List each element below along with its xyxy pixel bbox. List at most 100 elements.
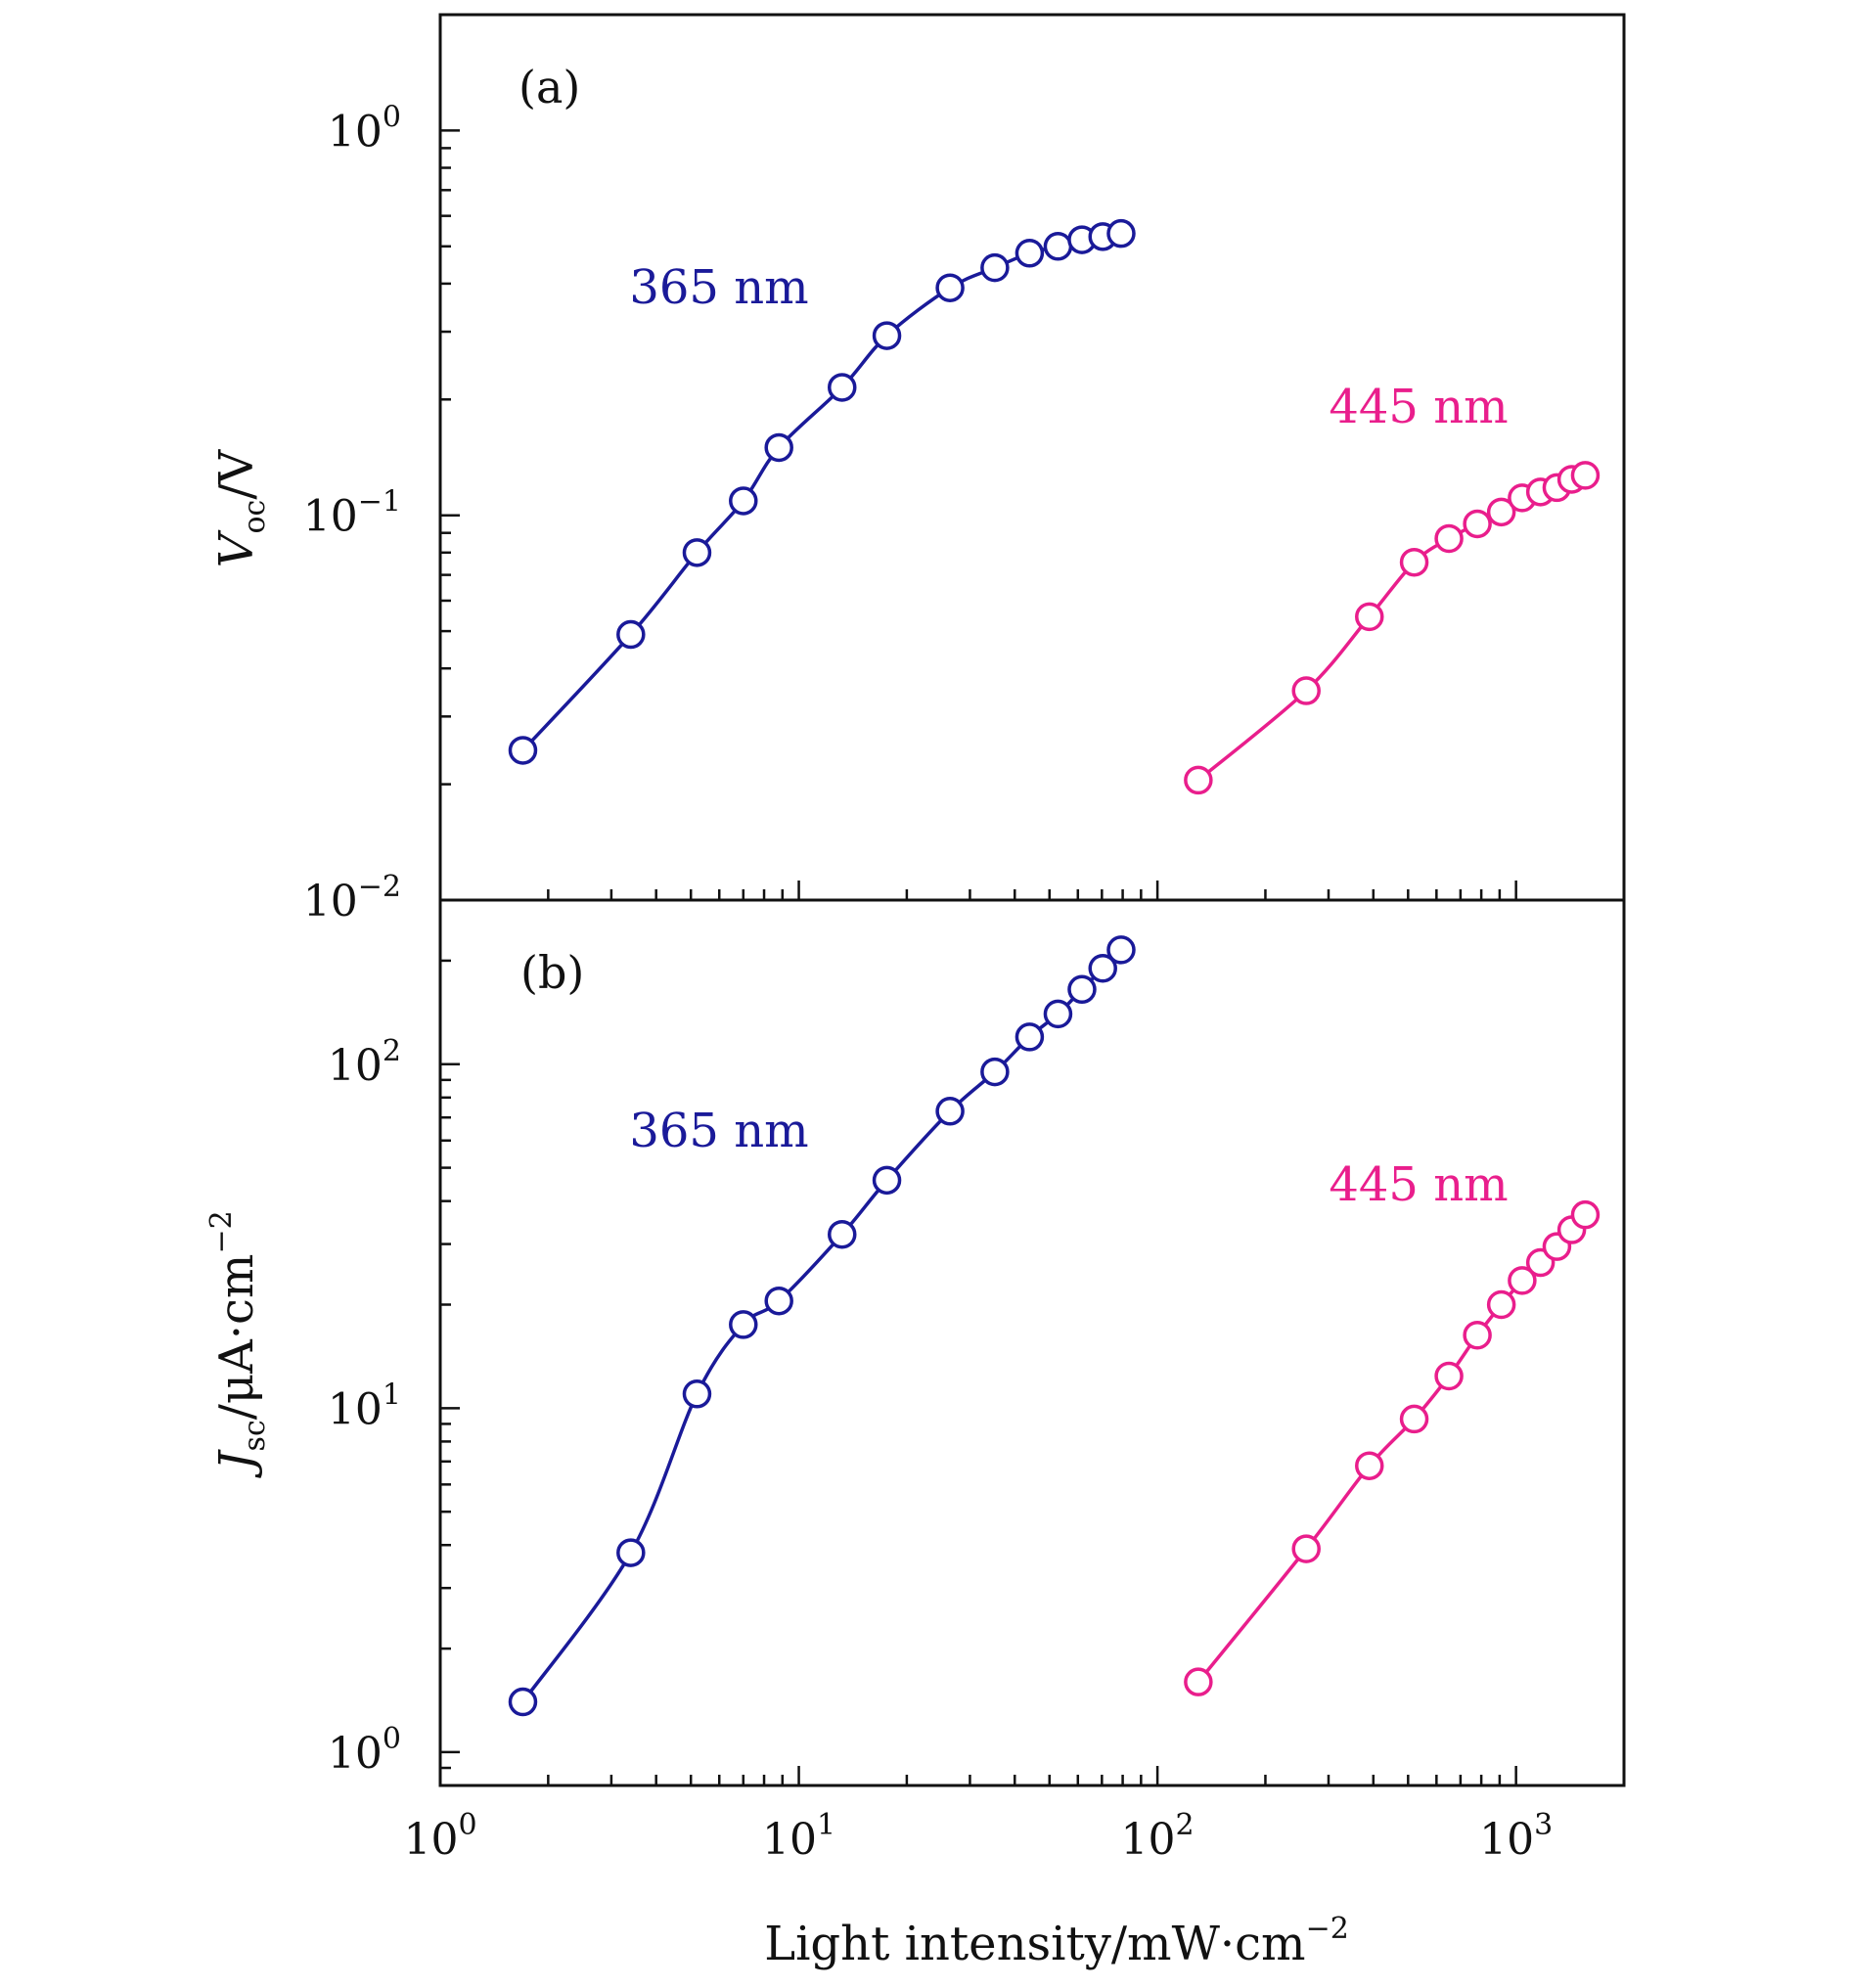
panel-b-series-365-nm-point (729, 1310, 758, 1339)
panel-b-series-365-nm-point (1043, 999, 1073, 1029)
panel-b-series-445-nm-point (1434, 1361, 1464, 1391)
panel-b-y-axis-title: Jsc/μA·cm−2 (204, 1210, 272, 1478)
panel-b-y-axis-title-subscript: sc (238, 1420, 272, 1451)
panel-a-series-365-nm-point (872, 321, 902, 350)
panel-b-series-365-nm-point (980, 1057, 1010, 1087)
panel-a-series-365-nm-point (935, 273, 965, 302)
panel-b-label: (b) (520, 946, 584, 999)
panel-b-series-445-nm-point (1399, 1404, 1429, 1434)
panel-b-x-tick-label-1-exp: 1 (817, 1808, 835, 1842)
panel-b-series-445-nm-point (1570, 1199, 1601, 1230)
panel-a-series-365-nm-point (827, 373, 857, 402)
panel-b-y-tick-label-1-exp: 1 (383, 1378, 401, 1412)
panel-a-series-445-nm-point (1570, 461, 1601, 490)
panel-a-y-tick-label-2-exp: −2 (358, 870, 401, 904)
panel-b-x-tick-label-2: 102 (1121, 1808, 1195, 1865)
panel-a-y-axis-title: Voc/V (209, 448, 272, 567)
panel-b-series-365-nm-point (872, 1165, 902, 1196)
panel-b-series-365-nm-point (682, 1379, 712, 1409)
panel-a-series-445-nm-point (1184, 765, 1213, 795)
panel-b-x-tick-label-2-exp: 2 (1176, 1808, 1195, 1842)
panel-b-series-365-nm-point (616, 1538, 646, 1567)
panel-b-series-445-nm-point (1508, 1266, 1537, 1295)
panel-b-y-tick-label-0: 102 (328, 1034, 401, 1091)
panel-b-y-tick-label-2: 100 (328, 1722, 401, 1779)
panel-b-x-tick-label-1: 101 (762, 1808, 835, 1865)
panel-a-y-axis-title-symbol: V (209, 529, 264, 567)
panel-a-y-tick-label-0-exp: 0 (383, 100, 401, 134)
panel-a-series-365-nm-point (616, 619, 646, 650)
panel-b-x-tick-label-3: 103 (1479, 1808, 1553, 1865)
panel-a-series-445-nm-point (1291, 676, 1321, 705)
panel-a-y-tick-label-1-base: 10 (303, 492, 358, 542)
panel-a-series-365-nm-point (764, 432, 793, 463)
panel-b-series-365-nm-point (508, 1687, 538, 1717)
panel-b-series-365-nm-point (827, 1219, 857, 1249)
panel-a-series-365-nm-point (682, 538, 712, 567)
x-axis-title-exp: −2 (1306, 1912, 1349, 1946)
x-axis-title-group: Light intensity/mW·cm−2 (764, 1912, 1349, 1971)
panel-b-series-365-nm-point (1088, 953, 1117, 983)
panel-a-y-tick-label-1-exp: −1 (358, 485, 401, 520)
panel-b-x-tick-label-3-exp: 3 (1534, 1808, 1553, 1842)
panel-b-series-445-nm-point (1463, 1320, 1492, 1350)
panel-a-y-axis-title-subscript: oc (238, 500, 272, 534)
panel-b-y-tick-label-2-exp: 0 (383, 1722, 401, 1756)
panel-b-series-365-nm-point (1015, 1022, 1045, 1052)
panel-a-series-445-nm-point (1355, 602, 1384, 632)
panel-b-y-axis-title-exp: −2 (204, 1210, 239, 1253)
panel-b-x-tick-label-0: 100 (403, 1808, 476, 1865)
panel-a-y-tick-label-1: 10−1 (303, 485, 401, 542)
panel-a-series-365-nm-point (1043, 232, 1073, 261)
panel-a-y-axis-title-unit: /V (209, 448, 264, 499)
panel-b-series-365-nm-point (764, 1286, 793, 1316)
panel-a-series-365-nm-label: 365 nm (629, 260, 808, 315)
panel-a-y-tick-label-2: 10−2 (303, 870, 401, 926)
panel-b-series-445-nm-point (1355, 1451, 1384, 1480)
panel-a-y-tick-label-2-base: 10 (303, 877, 358, 926)
panel-b-series-365-nm-line (521, 948, 1123, 1703)
panel-a-series-445-nm-point (1486, 497, 1516, 527)
panel-a-series-445-nm-line (1196, 474, 1586, 782)
panel-a-series-365-nm-point (980, 252, 1010, 283)
panel-b-y-tick-label-0-base: 10 (328, 1041, 383, 1091)
panel-b-x-tick-label-0-base: 10 (403, 1815, 458, 1865)
panel-a-series-365-nm-point (729, 486, 758, 516)
panel-a-series-445-nm-label: 445 nm (1329, 380, 1508, 434)
panel-b-y-tick-label-0-exp: 2 (383, 1034, 401, 1068)
panel-b-x-tick-label-3-base: 10 (1479, 1815, 1534, 1865)
panel-b-x-tick-label-0-exp: 0 (458, 1808, 476, 1842)
panel-b-series-445-nm-point (1486, 1289, 1516, 1320)
panel-b-x-tick-label-2-base: 10 (1121, 1815, 1176, 1865)
panel-b-series-365-nm-point (1106, 935, 1136, 965)
panel-b-y-tick-label-2-base: 10 (328, 1729, 383, 1779)
panel-b-series-445-nm-point (1184, 1667, 1213, 1696)
panel-b-series-365-nm-point (935, 1097, 965, 1126)
panel-a-label: (a) (519, 61, 580, 113)
panel-b-y-tick-label-1: 101 (328, 1378, 401, 1434)
x-axis-title: Light intensity/mW·cm−2 (764, 1912, 1349, 1971)
panel-a-series-365-nm-line (521, 231, 1122, 752)
panel-b-series-365-nm-point (1067, 974, 1097, 1005)
x-axis-title-text: Light intensity/mW·cm (764, 1917, 1305, 1971)
panel-a-series-365-nm-point (508, 736, 538, 765)
panel-a-y-tick-label-0: 100 (328, 100, 401, 157)
panel-b-series-445-nm-label: 445 nm (1329, 1157, 1508, 1212)
panel-b-y-axis-title-unit: /μA·cm (209, 1254, 264, 1421)
panel-a-series-445-nm-point (1399, 547, 1429, 577)
panel-b-x-tick-label-1-base: 10 (762, 1815, 817, 1865)
panel-a-series-365-nm-point (1015, 239, 1045, 268)
panel-a-y-tick-label-0-base: 10 (328, 107, 383, 157)
panel-b-series-365-nm-label: 365 nm (629, 1104, 808, 1158)
panel-a-series-445-nm-point (1463, 509, 1492, 539)
panel-b-y-axis-title-symbol: J (209, 1449, 264, 1479)
panel-b-series-445-nm-point (1291, 1534, 1321, 1563)
panel-b-y-tick-label-1-base: 10 (328, 1384, 383, 1434)
panel-a-series-445-nm-point (1434, 523, 1464, 554)
panel-a-series-365-nm-point (1106, 218, 1136, 248)
panel-a-frame (438, 13, 1626, 902)
panel-b-frame (438, 898, 1626, 1787)
